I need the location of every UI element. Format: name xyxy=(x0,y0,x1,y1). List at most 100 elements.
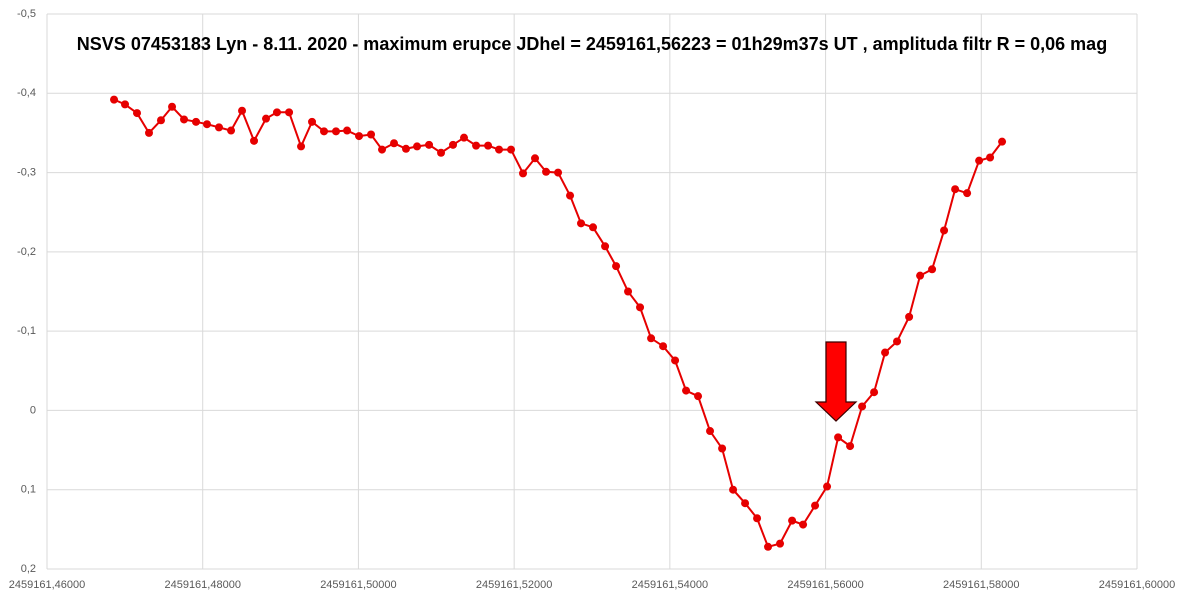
x-tick-label: 2459161,54000 xyxy=(632,579,708,591)
data-point xyxy=(192,117,201,126)
grid xyxy=(46,13,1138,570)
y-tick-label: -0,5 xyxy=(17,8,36,20)
data-point xyxy=(601,242,610,251)
data-point xyxy=(554,168,563,177)
data-point xyxy=(413,142,422,151)
data-point xyxy=(343,126,352,135)
data-point xyxy=(110,95,119,104)
data-point xyxy=(624,287,633,296)
data-point xyxy=(951,185,960,194)
data-point xyxy=(928,265,937,274)
data-point xyxy=(706,427,715,436)
data-point xyxy=(671,356,680,365)
data-point xyxy=(905,312,914,321)
data-point xyxy=(963,189,972,198)
data-line xyxy=(113,98,1003,548)
data-point xyxy=(202,120,211,129)
data-point xyxy=(577,219,586,228)
data-point xyxy=(682,386,691,395)
data-point xyxy=(320,127,329,136)
y-tick-label: 0 xyxy=(30,404,36,416)
x-tick-label: 2459161,48000 xyxy=(164,579,240,591)
y-tick-label: -0,1 xyxy=(17,325,36,337)
data-point xyxy=(893,337,902,346)
data-point xyxy=(378,145,387,154)
data-point xyxy=(741,499,750,508)
data-point xyxy=(834,433,843,442)
data-point xyxy=(998,137,1007,146)
data-point xyxy=(272,108,281,117)
data-point xyxy=(531,154,540,163)
data-point xyxy=(986,153,995,162)
data-point xyxy=(449,140,458,149)
y-tick-label: -0,2 xyxy=(17,246,36,258)
x-tick-label: 2459161,50000 xyxy=(320,579,396,591)
data-point xyxy=(437,148,446,157)
y-tick-label: 0,2 xyxy=(21,563,36,575)
data-point xyxy=(262,114,271,123)
data-point xyxy=(144,128,153,137)
y-tick-label: -0,4 xyxy=(17,87,36,99)
data-point xyxy=(975,156,984,165)
data-point xyxy=(799,520,808,529)
x-tick-label: 2459161,56000 xyxy=(787,579,863,591)
data-point xyxy=(729,485,738,494)
data-point xyxy=(401,144,410,153)
data-point xyxy=(425,140,434,149)
data-point xyxy=(823,482,832,491)
data-point xyxy=(846,442,855,451)
data-point xyxy=(636,303,645,312)
data-point xyxy=(133,109,142,118)
data-point xyxy=(367,130,376,139)
data-point xyxy=(612,262,621,271)
data-point xyxy=(694,392,703,401)
data-point xyxy=(870,388,879,397)
data-point xyxy=(355,132,364,141)
data-point xyxy=(472,141,481,150)
x-tick-label: 2459161,58000 xyxy=(943,579,1019,591)
data-point xyxy=(227,126,236,135)
data-point xyxy=(542,167,551,176)
data-point xyxy=(156,116,165,125)
chart-title: NSVS 07453183 Lyn - 8.11. 2020 - maximum… xyxy=(77,34,1107,54)
data-point xyxy=(764,542,773,551)
data-point xyxy=(308,117,317,126)
arrow xyxy=(814,341,858,422)
data-point xyxy=(180,115,189,124)
data-point xyxy=(390,139,399,148)
data-point xyxy=(940,226,949,235)
data-point xyxy=(519,169,528,178)
data-point xyxy=(332,127,341,136)
data-point xyxy=(214,123,223,132)
x-tick-label: 2459161,52000 xyxy=(476,579,552,591)
y-tick-label: 0,1 xyxy=(21,484,36,496)
data-point xyxy=(484,141,493,150)
data-point xyxy=(495,145,504,154)
data-point xyxy=(858,402,867,411)
x-tick-label: 2459161,46000 xyxy=(9,579,85,591)
data-point xyxy=(718,444,727,453)
data-point xyxy=(250,136,259,145)
data-point xyxy=(647,334,656,343)
x-tick-label: 2459161,60000 xyxy=(1099,579,1175,591)
data-point xyxy=(788,516,797,525)
data-point xyxy=(916,271,925,280)
data-point xyxy=(776,539,785,548)
arrow-annotation xyxy=(814,341,858,422)
y-tick-label: -0,3 xyxy=(17,166,36,178)
data-point xyxy=(566,191,575,200)
data-point xyxy=(589,223,598,232)
data-point xyxy=(168,102,177,111)
data-point xyxy=(659,342,668,351)
plot xyxy=(110,95,1007,551)
data-point xyxy=(460,133,469,142)
data-point xyxy=(811,501,820,510)
data-point xyxy=(881,348,890,357)
data-point xyxy=(238,106,247,115)
data-point xyxy=(753,514,762,523)
data-point xyxy=(297,142,306,151)
data-point xyxy=(121,100,130,109)
data-point xyxy=(507,145,516,154)
